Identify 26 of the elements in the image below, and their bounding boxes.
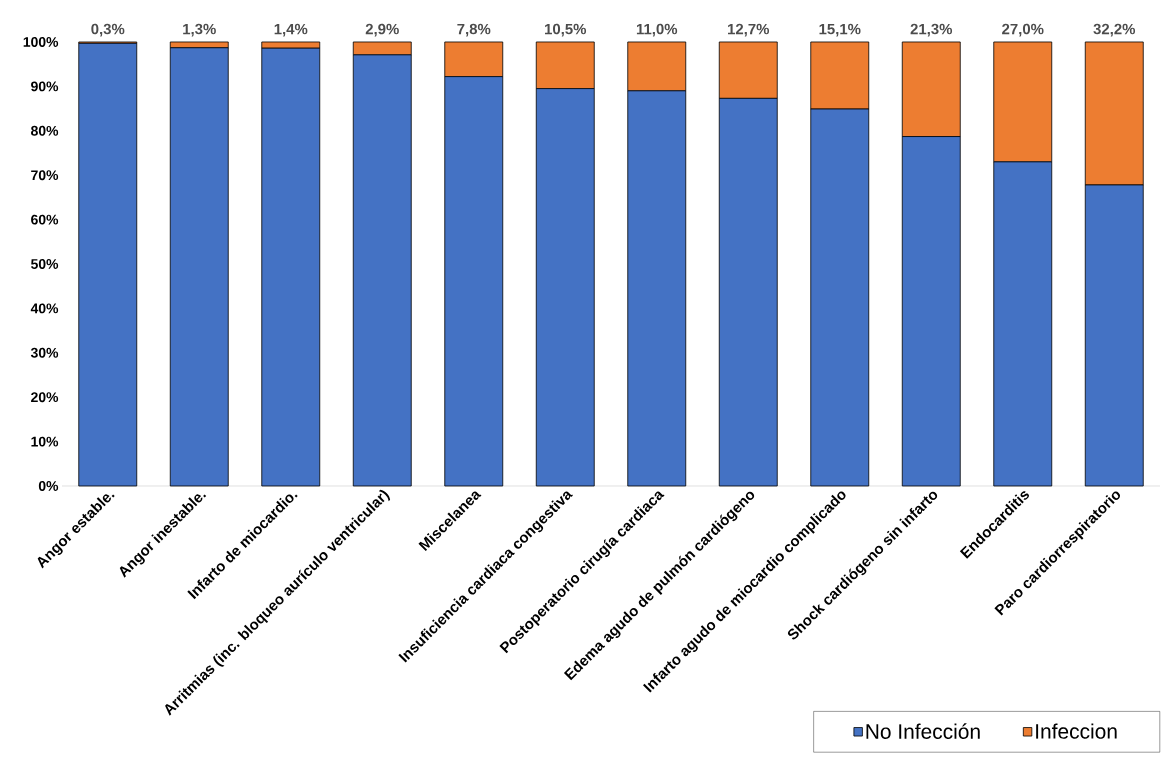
y-tick-label: 50%: [30, 259, 59, 269]
data-label: 12,7%: [728, 23, 770, 37]
data-label: 15,1%: [819, 23, 861, 37]
data-label: 0,3%: [91, 23, 125, 37]
y-tick-label: 70%: [31, 170, 59, 181]
data-label: 27,0%: [1002, 23, 1044, 37]
data-label: 10,5%: [545, 23, 587, 37]
y-tick-label: 80%: [31, 125, 59, 136]
y-tick-label: 30%: [30, 347, 59, 358]
bar: [78, 42, 138, 487]
data-label: 1,4%: [274, 23, 308, 37]
data-label: 11,0%: [636, 23, 678, 37]
data-label: 21,3%: [910, 23, 953, 37]
y-tick-label: 90%: [31, 81, 59, 92]
legend-label: Infeccion: [1036, 723, 1117, 739]
y-tick-label: 10%: [31, 436, 59, 447]
legend-label: No Infección: [866, 723, 980, 739]
y-tick-label: 100%: [23, 37, 59, 47]
y-tick-label: 60%: [31, 214, 59, 225]
y-tick-label: 40%: [30, 303, 59, 314]
data-label: 32,2%: [1093, 23, 1136, 37]
data-label: 1,3%: [183, 23, 216, 37]
data-label: 2,9%: [365, 23, 399, 37]
y-tick-label: 20%: [31, 392, 59, 403]
y-tick-label: 0%: [38, 481, 59, 491]
data-label: 7,8%: [457, 23, 491, 37]
